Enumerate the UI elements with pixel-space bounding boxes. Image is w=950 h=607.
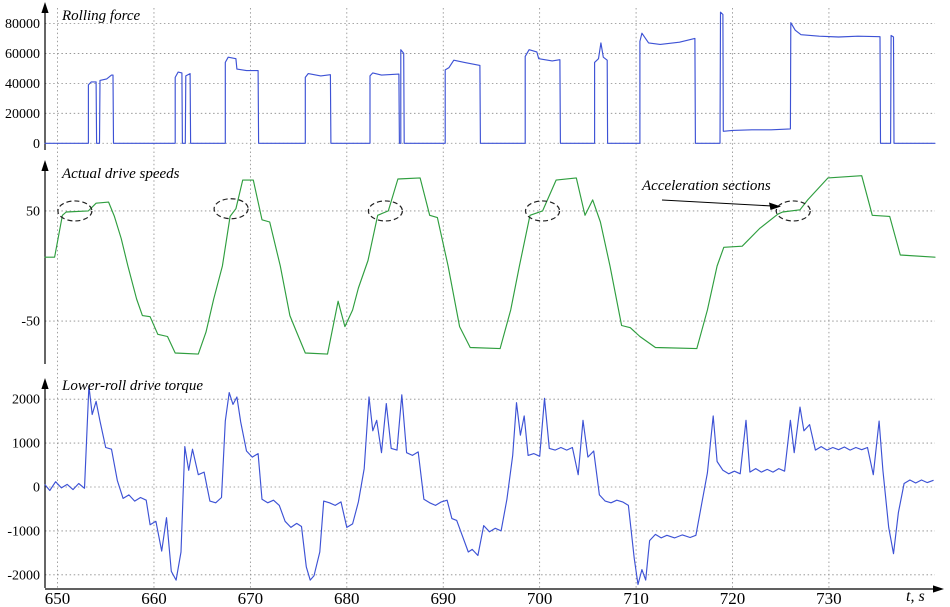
acceleration-section-ellipse-4 bbox=[524, 200, 561, 222]
y-tick-label: 50 bbox=[26, 204, 40, 219]
y-tick-label: 20000 bbox=[5, 107, 40, 122]
x-axis-label: t, s bbox=[906, 588, 925, 605]
acceleration-sections-label: Acceleration sections bbox=[642, 178, 771, 194]
y-axis-arrow-icon bbox=[41, 160, 49, 171]
x-tick-label-720: 720 bbox=[720, 589, 746, 607]
annotation-arrow-line bbox=[661, 199, 773, 207]
x-tick-label-670: 670 bbox=[238, 589, 264, 607]
y-tick-label: 1000 bbox=[12, 437, 40, 452]
x-tick-label-700: 700 bbox=[527, 589, 553, 607]
acceleration-section-ellipse-2 bbox=[213, 198, 249, 220]
y-tick-label: 2000 bbox=[12, 393, 40, 408]
y-tick-label: 0 bbox=[33, 481, 40, 496]
y-tick-label: 60000 bbox=[5, 47, 40, 62]
y-tick-label: -50 bbox=[21, 315, 40, 330]
x-tick-label-660: 660 bbox=[141, 589, 167, 607]
panel-title-drive-speeds: Actual drive speeds bbox=[62, 166, 180, 182]
x-axis-arrow-icon bbox=[933, 585, 944, 593]
y-tick-label: 0 bbox=[33, 137, 40, 152]
panel-title-drive-torque: Lower-roll drive torque bbox=[62, 378, 204, 394]
acceleration-section-ellipse-5 bbox=[775, 200, 811, 222]
lower_roll_torque-series-line bbox=[44, 385, 934, 586]
x-tick-label-650: 650 bbox=[45, 589, 71, 607]
x-tick-label-680: 680 bbox=[334, 589, 360, 607]
y-axis-arrow-icon bbox=[41, 2, 49, 13]
y-tick-label: 40000 bbox=[5, 77, 40, 92]
x-tick-label-730: 730 bbox=[816, 589, 842, 607]
y-axis-arrow-icon bbox=[41, 378, 49, 389]
y-tick-label: -1000 bbox=[7, 524, 40, 539]
y-tick-label: 80000 bbox=[5, 17, 40, 32]
x-tick-label-690: 690 bbox=[430, 589, 456, 607]
x-tick-label-710: 710 bbox=[623, 589, 649, 607]
drive_speed-series-line bbox=[44, 175, 936, 355]
rolling_force-series-line bbox=[44, 11, 936, 144]
acceleration-section-ellipse-1 bbox=[57, 200, 93, 222]
acceleration-section-ellipse-3 bbox=[367, 200, 403, 222]
panel-title-rolling-force: Rolling force bbox=[62, 8, 141, 24]
y-tick-label: -2000 bbox=[7, 568, 40, 583]
annotation-arrow-head-icon bbox=[769, 202, 781, 210]
